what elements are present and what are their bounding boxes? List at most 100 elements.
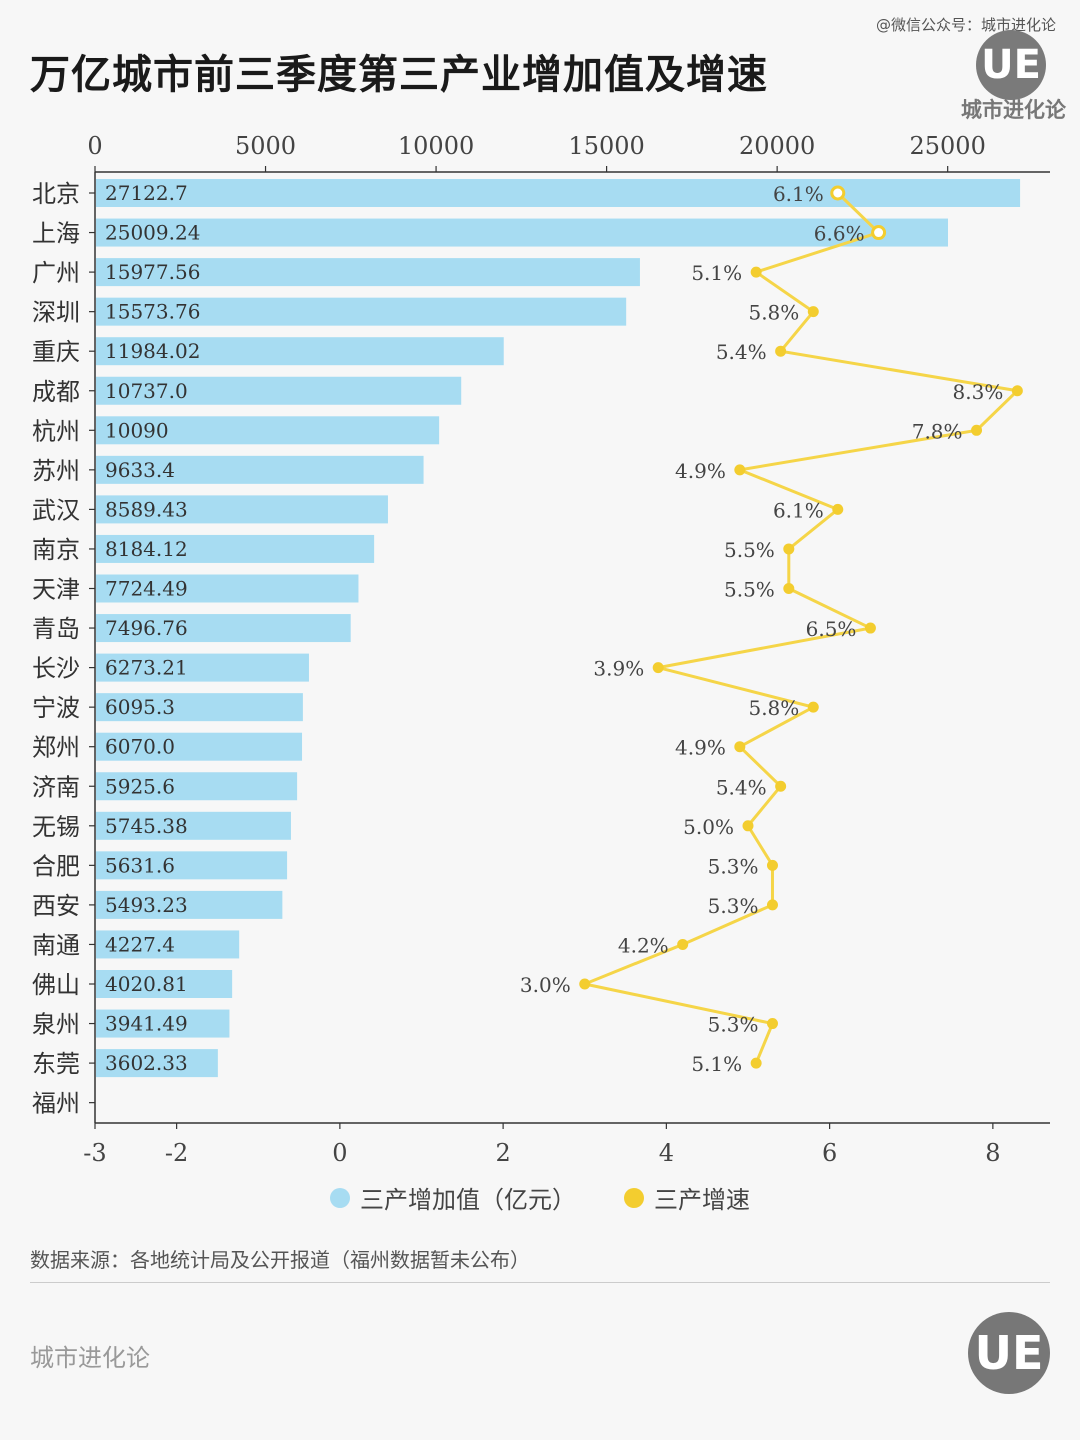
- growth-point: [832, 503, 844, 515]
- growth-point: [830, 185, 846, 201]
- growth-value-label: 6.6%: [814, 222, 865, 246]
- growth-value-label: 4.9%: [675, 459, 726, 483]
- category-label: 杭州: [32, 417, 80, 445]
- bottom-axis-tick-label: 4: [659, 1139, 674, 1167]
- growth-point: [766, 859, 778, 871]
- growth-point: [971, 424, 983, 436]
- growth-point: [807, 701, 819, 713]
- growth-value-label: 4.2%: [618, 933, 669, 957]
- growth-point: [871, 225, 887, 241]
- growth-point: [579, 978, 591, 990]
- bar-value-label: 7724.49: [105, 577, 188, 601]
- bar-value-label: 6070.0: [105, 735, 175, 759]
- bar-value-label: 3602.33: [105, 1051, 188, 1075]
- growth-value-label: 8.3%: [953, 380, 1004, 404]
- category-label: 南京: [32, 536, 80, 564]
- bar: [96, 811, 291, 840]
- growth-point: [783, 583, 795, 594]
- category-label: 合肥: [32, 852, 80, 880]
- top-axis-tick-label: 0: [87, 132, 102, 160]
- top-axis-tick-label: 20000: [739, 132, 815, 160]
- legend-swatch-line: [624, 1187, 644, 1208]
- bottom-axis-tick-label: 6: [822, 1139, 837, 1167]
- bar: [96, 1009, 230, 1038]
- bar: [96, 376, 462, 405]
- bar-value-label: 11984.02: [105, 339, 200, 363]
- growth-value-label: 5.1%: [691, 261, 742, 285]
- growth-point: [1011, 385, 1023, 397]
- growth-point: [766, 899, 778, 911]
- combo-chart: 0 5000 10000 15000 20000 25000 -3 -2 0 2 4 6 8 北京 2712…: [32, 132, 1050, 1167]
- bar-value-label: 6273.21: [105, 656, 188, 680]
- category-label: 深圳: [32, 299, 80, 327]
- category-label: 上海: [32, 220, 80, 248]
- bar: [96, 534, 375, 563]
- growth-point: [766, 1018, 778, 1030]
- growth-value-label: 5.8%: [748, 301, 799, 325]
- chart-legend: 三产增加值（亿元） 三产增速: [0, 1180, 1080, 1215]
- bar: [96, 297, 627, 326]
- legend-label-bar: 三产增加值（亿元）: [360, 1186, 576, 1214]
- top-axis-tick-label: 25000: [909, 132, 985, 160]
- bar-value-label: 8589.43: [105, 497, 188, 521]
- growth-point: [734, 464, 746, 476]
- growth-point: [742, 820, 754, 832]
- growth-point: [775, 345, 787, 357]
- bar: [96, 851, 288, 880]
- growth-value-label: 5.4%: [716, 340, 767, 364]
- bar: [96, 337, 504, 366]
- legend-swatch-bar: [330, 1187, 350, 1208]
- bottom-axis-tick-label: 8: [985, 1139, 1000, 1167]
- bar-value-label: 7496.76: [105, 616, 188, 640]
- growth-value-label: 5.1%: [691, 1052, 742, 1076]
- category-label: 济南: [32, 773, 80, 801]
- growth-point: [783, 543, 795, 555]
- growth-value-label: 6.1%: [773, 182, 824, 206]
- growth-value-label: 5.3%: [708, 1013, 759, 1037]
- bar: [96, 653, 309, 682]
- category-label: 南通: [32, 931, 80, 959]
- growth-value-label: 6.1%: [773, 498, 824, 522]
- brand-logo-bottom: UE: [968, 1312, 1050, 1394]
- bar-value-label: 5925.6: [105, 774, 175, 798]
- category-label: 北京: [32, 180, 80, 208]
- growth-value-label: 5.5%: [724, 538, 775, 562]
- data-source: 数据来源：各地统计局及公开报道（福州数据暂未公布）: [30, 1248, 530, 1272]
- growth-value-label: 5.3%: [708, 894, 759, 918]
- bar: [96, 495, 388, 524]
- bar-value-label: 4227.4: [105, 932, 175, 956]
- bar-value-label: 3941.49: [105, 1012, 188, 1036]
- watermark-credit: @微信公众号：城市进化论: [875, 16, 1056, 34]
- bar-value-label: 10737.0: [105, 379, 188, 403]
- category-label: 青岛: [32, 615, 80, 643]
- bar: [96, 179, 1021, 207]
- bar: [96, 614, 351, 643]
- brand-logo-top: UE: [976, 30, 1046, 100]
- growth-point: [864, 622, 876, 634]
- category-label: 泉州: [32, 1011, 80, 1039]
- category-label: 郑州: [32, 734, 80, 762]
- bottom-axis-tick-label: 2: [495, 1139, 510, 1167]
- category-label: 佛山: [32, 971, 80, 999]
- bar: [96, 930, 240, 959]
- chart-title: 万亿城市前三季度第三产业增加值及增速: [30, 51, 768, 98]
- category-label: 西安: [32, 892, 80, 920]
- bar: [96, 416, 440, 445]
- bar-value-label: 5493.23: [105, 893, 188, 917]
- category-label: 武汉: [32, 496, 80, 524]
- growth-value-label: 7.8%: [912, 419, 963, 443]
- bottom-axis-tick-label: -3: [83, 1139, 106, 1167]
- category-label: 天津: [32, 576, 80, 604]
- growth-value-label: 5.0%: [683, 815, 734, 839]
- bar: [96, 772, 298, 801]
- category-label: 成都: [32, 378, 80, 406]
- bar-value-label: 5631.6: [105, 853, 175, 877]
- growth-value-label: 3.9%: [593, 657, 644, 681]
- growth-point: [775, 780, 787, 792]
- bar-value-label: 9633.4: [105, 458, 175, 482]
- bottom-axis-tick-label: -2: [165, 1139, 188, 1167]
- category-label: 东莞: [32, 1050, 80, 1078]
- growth-point: [734, 741, 746, 753]
- legend-item-line: 三产增速: [624, 1180, 750, 1215]
- category-label: 无锡: [32, 813, 80, 841]
